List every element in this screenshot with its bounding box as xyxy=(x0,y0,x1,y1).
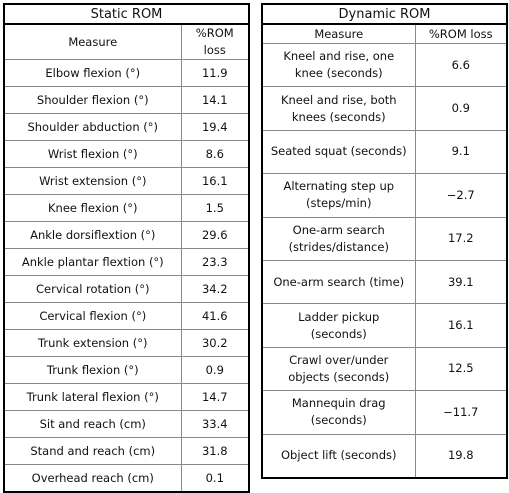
measure-cell: Cervical rotation (°) xyxy=(3,275,182,303)
table-title: Static ROM xyxy=(3,3,250,25)
value-cell: −11.7 xyxy=(414,390,508,435)
measure-cell: Object lift (seconds) xyxy=(261,433,416,479)
title-row: Dynamic ROM xyxy=(261,3,508,25)
table-row: Object lift (seconds) 19.8 xyxy=(261,433,508,479)
table-row: Trunk lateral flexion (°) 14.7 xyxy=(3,383,250,411)
table-row: Shoulder flexion (°) 14.1 xyxy=(3,86,250,114)
value-cell: 0.9 xyxy=(414,86,508,131)
table-row: Sit and reach (cm) 33.4 xyxy=(3,410,250,438)
value-cell: 14.1 xyxy=(180,86,250,114)
value-cell: 17.2 xyxy=(414,216,508,261)
value-cell: 0.1 xyxy=(180,464,250,493)
value-cell: 23.3 xyxy=(180,248,250,276)
table-row: Trunk flexion (°) 0.9 xyxy=(3,356,250,384)
measure-cell: Wrist flexion (°) xyxy=(3,140,182,168)
table: Static ROM Measure %ROM loss Elbow flexion … xyxy=(3,3,251,493)
table-row: Cervical flexion (°) 41.6 xyxy=(3,302,250,330)
measure-cell: Sit and reach (cm) xyxy=(3,410,182,438)
value-cell: 16.1 xyxy=(414,303,508,348)
table-row: Seated squat (seconds) 9.1 xyxy=(261,129,508,175)
measure-cell: Crawl over/under objects (seconds) xyxy=(261,346,416,392)
value-cell: 6.6 xyxy=(414,42,508,88)
measure-cell: Mannequin drag (seconds) xyxy=(261,390,416,435)
table-row: Ankle dorsiflextion (°) 29.6 xyxy=(3,221,250,249)
value-cell: 19.4 xyxy=(180,113,250,141)
table-row: Trunk extension (°) 30.2 xyxy=(3,329,250,357)
value-cell: 11.9 xyxy=(180,59,250,87)
value-cell: 39.1 xyxy=(414,259,508,305)
measure-cell: Ankle dorsiflextion (°) xyxy=(3,221,182,249)
value-cell: −2.7 xyxy=(414,173,508,218)
measure-cell: Ankle plantar flextion (°) xyxy=(3,248,182,276)
value-cell: 33.4 xyxy=(180,410,250,438)
measure-cell: One-arm search (time) xyxy=(261,259,416,305)
table-row: Kneel and rise, both knees (seconds) 0.9 xyxy=(261,86,508,131)
table-row: Ankle plantar flextion (°) 23.3 xyxy=(3,248,250,276)
measure-cell: Stand and reach (cm) xyxy=(3,437,182,465)
table-row: One-arm search (strides/distance) 17.2 xyxy=(261,216,508,261)
value-cell: 1.5 xyxy=(180,194,250,222)
table-row: Crawl over/under objects (seconds) 12.5 xyxy=(261,346,508,392)
measure-cell: Elbow flexion (°) xyxy=(3,59,182,87)
table-row: One-arm search (time) 39.1 xyxy=(261,259,508,305)
measure-cell: Kneel and rise, one knee (seconds) xyxy=(261,42,416,88)
header-row: Measure %ROM loss xyxy=(3,23,250,60)
measure-cell: Knee flexion (°) xyxy=(3,194,182,222)
column-header: Measure xyxy=(3,23,182,60)
table-row: Stand and reach (cm) 31.8 xyxy=(3,437,250,465)
measure-cell: Trunk lateral flexion (°) xyxy=(3,383,182,411)
measure-cell: Shoulder abduction (°) xyxy=(3,113,182,141)
measure-cell: Ladder pickup (seconds) xyxy=(261,303,416,348)
value-cell: 30.2 xyxy=(180,329,250,357)
table-row: Mannequin drag (seconds) −11.7 xyxy=(261,390,508,435)
header-row: Measure %ROM loss xyxy=(261,23,508,44)
measure-cell: Trunk extension (°) xyxy=(3,329,182,357)
column-header: Measure xyxy=(261,23,416,44)
measure-cell: Cervical flexion (°) xyxy=(3,302,182,330)
measure-cell: Alternating step up (steps/min) xyxy=(261,173,416,218)
value-cell: 8.6 xyxy=(180,140,250,168)
column-header: %ROM loss xyxy=(414,23,508,44)
value-cell: 14.7 xyxy=(180,383,250,411)
measure-cell: Kneel and rise, both knees (seconds) xyxy=(261,86,416,131)
measure-cell: One-arm search (strides/distance) xyxy=(261,216,416,261)
value-cell: 9.1 xyxy=(414,129,508,175)
table-row: Wrist flexion (°) 8.6 xyxy=(3,140,250,168)
table-row: Overhead reach (cm) 0.1 xyxy=(3,464,250,493)
measure-cell: Shoulder flexion (°) xyxy=(3,86,182,114)
value-cell: 29.6 xyxy=(180,221,250,249)
table-row: Elbow flexion (°) 11.9 xyxy=(3,59,250,87)
measure-cell: Wrist extension (°) xyxy=(3,167,182,195)
value-cell: 16.1 xyxy=(180,167,250,195)
value-cell: 12.5 xyxy=(414,346,508,392)
measure-cell: Overhead reach (cm) xyxy=(3,464,182,493)
table-row: Cervical rotation (°) 34.2 xyxy=(3,275,250,303)
table-row: Kneel and rise, one knee (seconds) 6.6 xyxy=(261,42,508,88)
title-row: Static ROM xyxy=(3,3,250,25)
table-row: Knee flexion (°) 1.5 xyxy=(3,194,250,222)
value-cell: 41.6 xyxy=(180,302,250,330)
measure-cell: Trunk flexion (°) xyxy=(3,356,182,384)
table: Dynamic ROM Measure %ROM loss Kneel and ris… xyxy=(261,3,509,479)
value-cell: 31.8 xyxy=(180,437,250,465)
table-title: Dynamic ROM xyxy=(261,3,508,25)
table-row: Wrist extension (°) 16.1 xyxy=(3,167,250,195)
value-cell: 34.2 xyxy=(180,275,250,303)
column-header: %ROM loss xyxy=(180,23,250,60)
measure-cell: Seated squat (seconds) xyxy=(261,129,416,175)
value-cell: 19.8 xyxy=(414,433,508,479)
table-row: Ladder pickup (seconds) 16.1 xyxy=(261,303,508,348)
table-row: Alternating step up (steps/min) −2.7 xyxy=(261,173,508,218)
value-cell: 0.9 xyxy=(180,356,250,384)
table-row: Shoulder abduction (°) 19.4 xyxy=(3,113,250,141)
